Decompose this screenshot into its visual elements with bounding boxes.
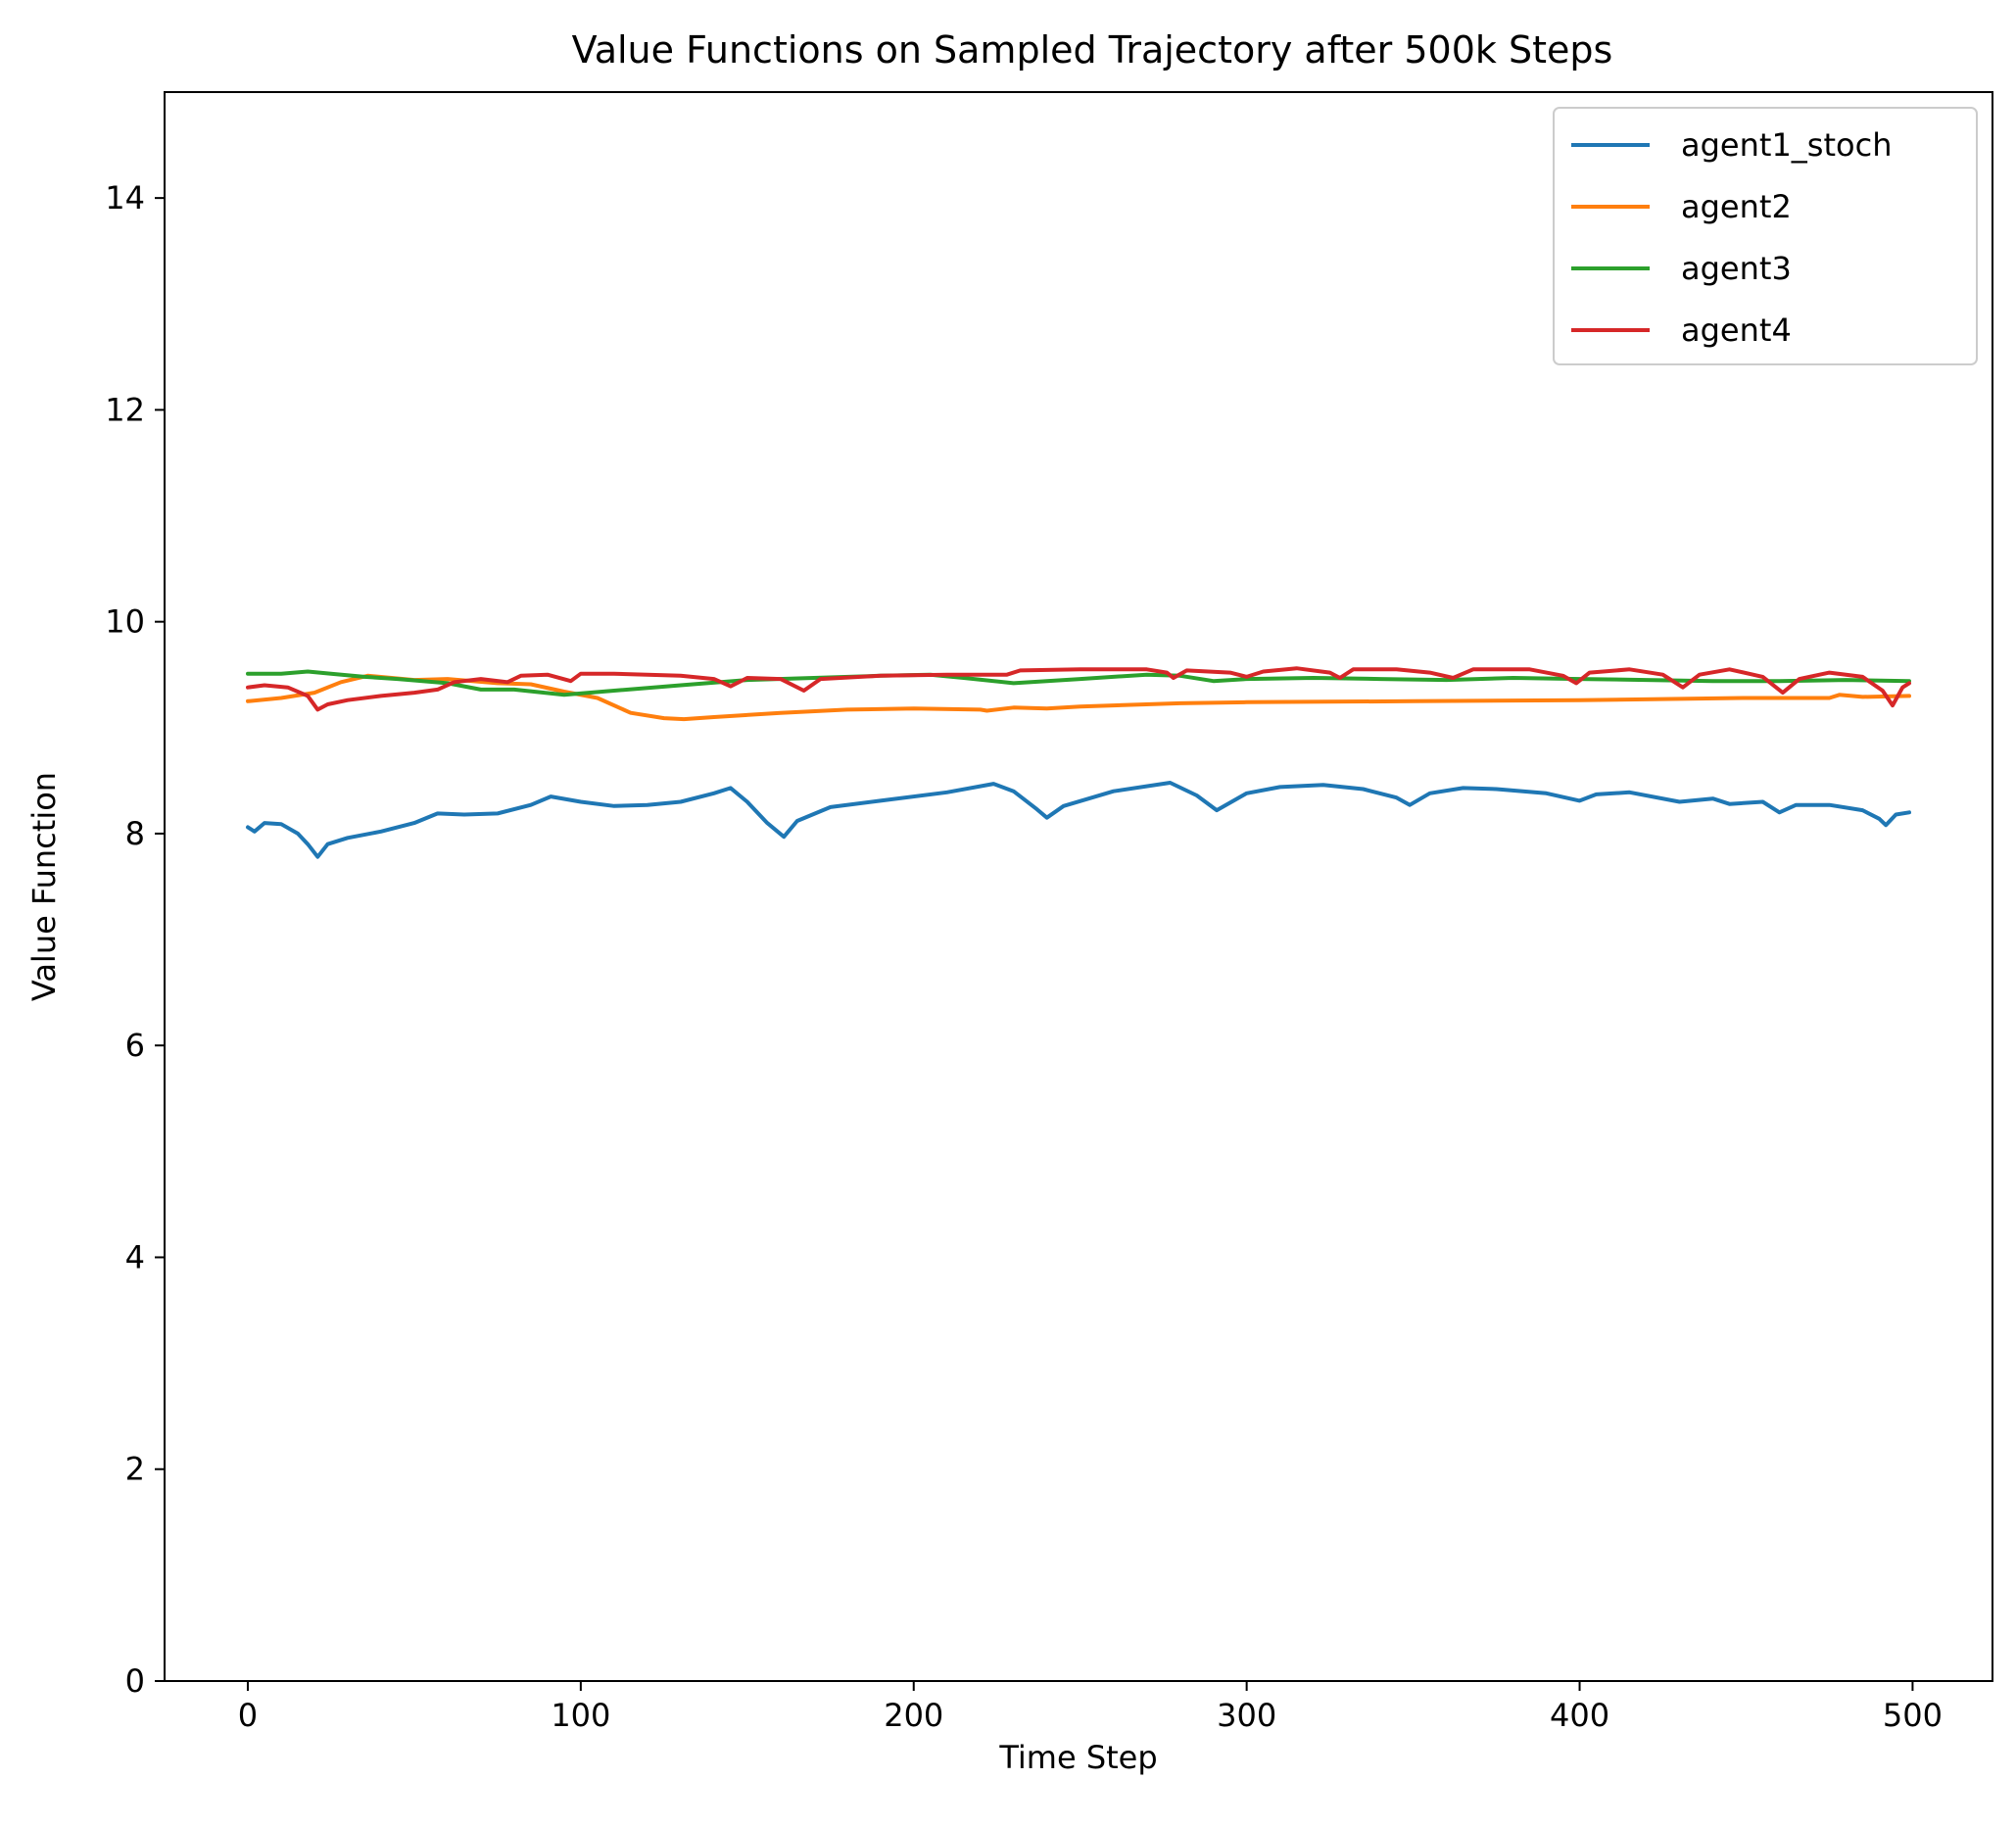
x-tick-label: 300 [1217, 1697, 1276, 1734]
chart-title: Value Functions on Sampled Trajectory af… [572, 28, 1613, 72]
series-line-agent4 [246, 666, 1911, 712]
series-line-agent1_stoch [246, 781, 1911, 859]
y-tick-label: 12 [105, 391, 145, 428]
legend-label-agent1_stoch: agent1_stoch [1681, 126, 1892, 164]
x-tick-label: 500 [1883, 1697, 1943, 1734]
x-tick-label: 0 [238, 1697, 258, 1734]
legend-label-agent3: agent3 [1681, 250, 1792, 287]
y-tick-label: 14 [105, 179, 145, 216]
legend-label-agent2: agent2 [1681, 188, 1792, 225]
x-axis-label: Time Step [998, 1739, 1157, 1776]
y-axis-label: Value Function [25, 772, 63, 1001]
y-tick-label: 0 [125, 1662, 145, 1700]
x-tick-label: 100 [551, 1697, 610, 1734]
plot-frame [164, 91, 1993, 1682]
x-tick-label: 400 [1550, 1697, 1609, 1734]
series-line-agent3 [246, 669, 1911, 697]
legend-label-agent4: agent4 [1681, 312, 1792, 349]
legend-box [1553, 107, 1978, 365]
axis-ticks: 0 100 200 300 400 500 0 2 4 6 8 10 12 14 [105, 179, 1943, 1734]
y-tick-label: 8 [125, 815, 145, 852]
y-tick-label: 2 [125, 1451, 145, 1488]
y-tick-label: 4 [125, 1238, 145, 1275]
legend: agent1_stoch agent2 agent3 agent4 [1553, 107, 1978, 365]
x-tick-label: 200 [884, 1697, 943, 1734]
y-tick-label: 10 [105, 603, 145, 641]
plot-area [246, 666, 1911, 859]
y-tick-label: 6 [125, 1027, 145, 1064]
